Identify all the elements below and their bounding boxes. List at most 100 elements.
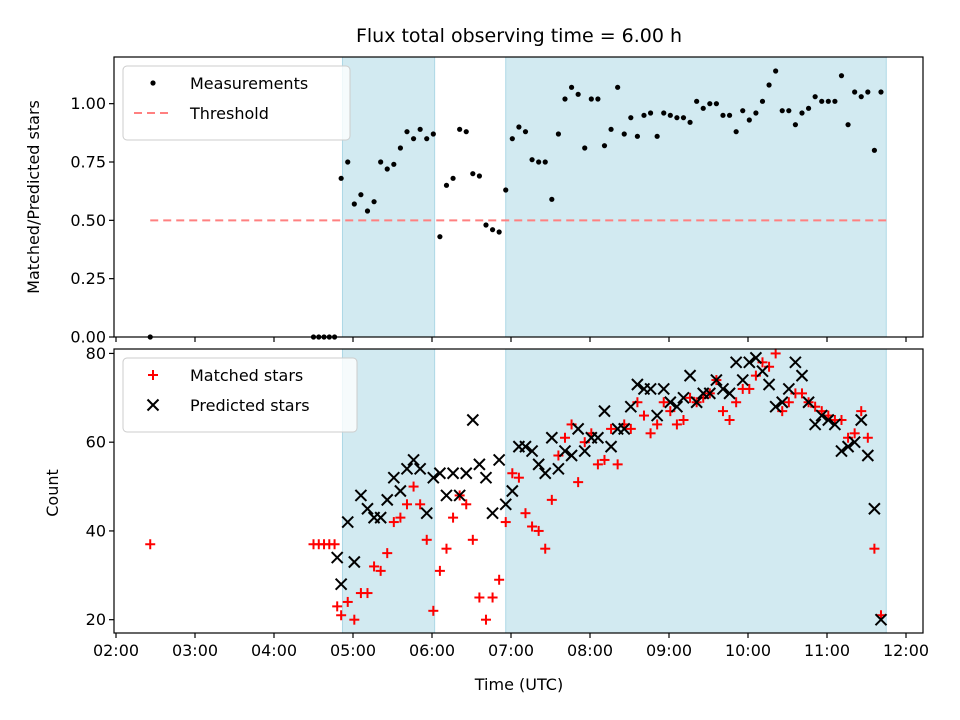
matched-star-point bbox=[408, 481, 419, 492]
measurement-point bbox=[470, 171, 476, 177]
measurement-point bbox=[404, 129, 410, 135]
measurement-point bbox=[766, 82, 772, 88]
matched-star-point bbox=[625, 423, 636, 434]
predicted-star-point bbox=[874, 613, 888, 626]
measurement-point bbox=[852, 89, 858, 95]
predicted-star-point bbox=[348, 555, 361, 569]
predicted-star-point bbox=[670, 400, 684, 413]
matched-star-point bbox=[724, 415, 735, 425]
y-tick-label: 60 bbox=[86, 433, 106, 452]
predicted-star-point bbox=[736, 373, 749, 387]
measurement-point bbox=[608, 126, 614, 132]
measurement-point bbox=[746, 117, 752, 123]
measurement-point bbox=[536, 159, 542, 165]
predicted-star-point bbox=[822, 413, 835, 427]
x-tick-label: 07:00 bbox=[488, 641, 534, 660]
measurement-point bbox=[825, 98, 831, 104]
measurement-point bbox=[759, 98, 766, 104]
matched-star-point bbox=[606, 423, 617, 434]
measurement-point bbox=[555, 131, 562, 137]
matched-star-point bbox=[658, 397, 669, 408]
measurement-point bbox=[786, 108, 792, 114]
measurement-point bbox=[483, 222, 489, 228]
measurement-point bbox=[364, 208, 371, 214]
measurement-point bbox=[812, 94, 818, 100]
predicted-star-point bbox=[624, 400, 638, 413]
y-tick-label: 1.00 bbox=[70, 94, 106, 113]
matched-star-point bbox=[441, 543, 452, 554]
measurement-point bbox=[489, 227, 496, 233]
measurement-point bbox=[522, 129, 529, 135]
predicted-star-point bbox=[618, 422, 631, 436]
measurement-point bbox=[871, 147, 878, 153]
predicted-star-point bbox=[848, 435, 861, 449]
measurement-point bbox=[410, 136, 417, 142]
predicted-star-point bbox=[440, 489, 453, 502]
predicted-star-point bbox=[486, 506, 499, 520]
predicted-star-point bbox=[835, 444, 848, 458]
measurement-point bbox=[621, 131, 627, 137]
matched-star-point bbox=[599, 454, 610, 465]
measurement-point bbox=[463, 129, 469, 135]
legend-label: Measurements bbox=[190, 74, 308, 93]
y-tick-label: 20 bbox=[86, 610, 106, 629]
predicted-star-point bbox=[716, 382, 730, 396]
x-tick-label: 03:00 bbox=[172, 641, 218, 660]
matched-star-point bbox=[388, 517, 399, 528]
predicted-star-point bbox=[552, 462, 565, 476]
x-tick-label: 11:00 bbox=[804, 641, 850, 660]
measurement-point bbox=[601, 143, 608, 149]
predicted-star-point bbox=[828, 418, 842, 431]
matched-star-point bbox=[448, 512, 459, 523]
predicted-star-point bbox=[782, 382, 796, 396]
predicted-star-point bbox=[354, 489, 368, 502]
measurement-point bbox=[792, 122, 799, 128]
legend-label: Predicted stars bbox=[190, 396, 310, 415]
legend-label: Threshold bbox=[189, 104, 269, 123]
y-tick-label: 80 bbox=[86, 344, 106, 363]
predicted-star-point bbox=[394, 484, 407, 498]
predicted-star-point bbox=[433, 467, 447, 480]
measurement-point bbox=[865, 89, 871, 95]
matched-star-point bbox=[500, 517, 511, 528]
matched-star-point bbox=[645, 428, 656, 439]
predicted-star-point bbox=[578, 444, 591, 458]
measurement-point bbox=[733, 129, 739, 135]
measurement-point bbox=[779, 108, 785, 114]
measurement-point bbox=[384, 166, 390, 172]
chart-title: Flux total observing time = 6.00 h bbox=[356, 25, 682, 47]
axes-frame bbox=[113, 56, 924, 338]
matched-star-point bbox=[744, 383, 755, 394]
measurement-point bbox=[450, 175, 456, 181]
matched-star-point bbox=[856, 406, 867, 417]
predicted-star-point bbox=[756, 364, 769, 378]
matched-star-point bbox=[717, 406, 728, 417]
matched-star-point bbox=[652, 419, 663, 430]
measurement-point bbox=[680, 115, 687, 121]
matched-star-point bbox=[421, 534, 432, 545]
measurement-point bbox=[838, 73, 845, 79]
measurement-point bbox=[694, 98, 700, 104]
bottom-y-axis-label: Count bbox=[43, 469, 62, 517]
y-tick-label: 40 bbox=[86, 521, 106, 540]
y-tick-label: 0.25 bbox=[70, 269, 106, 288]
measurement-point bbox=[430, 131, 436, 137]
matched-star-point bbox=[336, 610, 347, 621]
measurement-point bbox=[496, 229, 502, 235]
predicted-star-point bbox=[808, 418, 822, 431]
matched-star-point bbox=[434, 565, 445, 576]
predicted-star-point bbox=[631, 378, 644, 391]
predicted-star-point bbox=[729, 356, 743, 369]
predicted-star-point bbox=[664, 396, 677, 409]
matched-star-point bbox=[342, 596, 353, 607]
predicted-star-point bbox=[855, 413, 868, 427]
predicted-star-point bbox=[769, 400, 782, 413]
x-axis-label: Time (UTC) bbox=[474, 675, 563, 694]
measurement-point bbox=[720, 112, 726, 118]
predicted-star-point bbox=[519, 440, 532, 453]
predicted-star-point bbox=[683, 369, 697, 382]
predicted-star-point bbox=[565, 449, 578, 462]
predicted-star-point bbox=[703, 387, 717, 400]
predicted-star-point bbox=[427, 471, 440, 484]
predicted-star-point bbox=[420, 506, 433, 520]
